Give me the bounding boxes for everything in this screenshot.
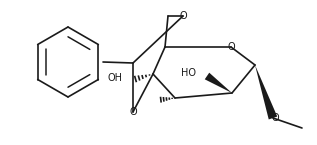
Text: O: O [179, 11, 187, 21]
Polygon shape [205, 73, 232, 93]
Text: O: O [227, 42, 235, 52]
Text: O: O [129, 107, 137, 117]
Text: HO: HO [181, 68, 196, 78]
Text: O: O [271, 113, 279, 123]
Polygon shape [255, 65, 277, 119]
Text: OH: OH [107, 73, 122, 83]
